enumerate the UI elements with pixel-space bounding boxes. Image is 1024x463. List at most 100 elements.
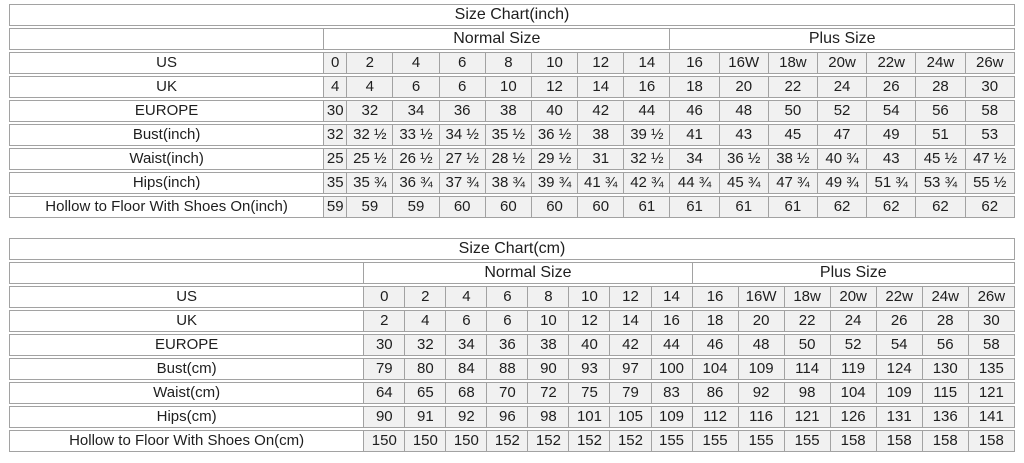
size-value-cell: 59 — [324, 196, 348, 218]
row-label: Hollow to Floor With Shoes On(cm) — [9, 430, 365, 452]
size-value-cell: 121 — [784, 406, 831, 428]
size-value-cell: 75 — [569, 382, 611, 404]
size-value-cell: 4 — [324, 76, 348, 98]
size-value-cell: 12 — [569, 310, 611, 332]
row-label: Hips(cm) — [9, 406, 365, 428]
size-value-cell: 47 ½ — [965, 148, 1015, 170]
size-value-cell: 26 — [876, 310, 923, 332]
size-value-cell: 61 — [624, 196, 671, 218]
size-value-cell: 40 — [569, 334, 611, 356]
size-value-cell: 155 — [692, 430, 739, 452]
size-value-cell: 39 ¾ — [531, 172, 579, 194]
size-value-cell: 22 — [784, 310, 831, 332]
size-value-cell: 14 — [624, 52, 671, 74]
size-value-cell: 20w — [830, 286, 877, 308]
size-value-cell: 46 — [692, 334, 739, 356]
size-value-cell: 116 — [738, 406, 785, 428]
size-value-cell: 28 ½ — [485, 148, 532, 170]
row-label: Waist(cm) — [9, 382, 365, 404]
size-value-cell: 4 — [446, 286, 488, 308]
size-value-cell: 18 — [692, 310, 739, 332]
size-value-cell: 36 ¾ — [393, 172, 440, 194]
size-value-cell: 48 — [738, 334, 785, 356]
size-value-cell: 56 — [922, 334, 969, 356]
size-value-cell: 49 — [867, 124, 917, 146]
size-value-cell: 20 — [738, 310, 785, 332]
size-value-cell: 90 — [528, 358, 570, 380]
size-value-cell: 152 — [528, 430, 570, 452]
size-value-cell: 35 — [324, 172, 348, 194]
size-value-cell: 136 — [922, 406, 969, 428]
size-value-cell: 18 — [670, 76, 720, 98]
size-value-cell: 155 — [784, 430, 831, 452]
size-value-cell: 115 — [922, 382, 969, 404]
size-value-cell: 121 — [968, 382, 1015, 404]
size-value-cell: 43 — [719, 124, 769, 146]
size-value-cell: 37 ¾ — [439, 172, 486, 194]
title-row: Size Chart(inch) — [9, 4, 1015, 26]
size-value-cell: 10 — [528, 310, 570, 332]
row-label: Bust(inch) — [9, 124, 325, 146]
size-value-cell: 54 — [867, 100, 917, 122]
size-value-cell: 54 — [876, 334, 923, 356]
size-value-cell: 42 — [578, 100, 625, 122]
size-value-cell: 49 ¾ — [817, 172, 868, 194]
size-value-cell: 24w — [916, 52, 966, 74]
row-label: Hips(inch) — [9, 172, 325, 194]
size-value-cell: 32 ½ — [624, 148, 671, 170]
size-row: UK 4 4 6 6 10 12 14 16 18 20 22 24 26 28 30 — [9, 76, 1015, 98]
size-value-cell: 25 — [324, 148, 348, 170]
size-value-cell: 30 — [965, 76, 1015, 98]
size-value-cell: 22 — [768, 76, 818, 98]
size-value-cell: 50 — [784, 334, 831, 356]
size-value-cell: 25 ½ — [347, 148, 394, 170]
size-value-cell: 62 — [965, 196, 1015, 218]
size-value-cell: 30 — [324, 100, 348, 122]
size-value-cell: 55 ½ — [965, 172, 1015, 194]
size-value-cell: 48 — [719, 100, 769, 122]
size-value-cell: 16 — [624, 76, 671, 98]
size-value-cell: 16W — [738, 286, 785, 308]
size-value-cell: 93 — [569, 358, 611, 380]
size-value-cell: 52 — [817, 100, 868, 122]
size-value-cell: 61 — [719, 196, 769, 218]
row-label: UK — [9, 76, 325, 98]
size-value-cell: 152 — [569, 430, 611, 452]
size-value-cell: 2 — [405, 286, 447, 308]
size-value-cell: 109 — [876, 382, 923, 404]
size-value-cell: 28 — [922, 310, 969, 332]
size-value-cell: 6 — [439, 52, 486, 74]
size-value-cell: 27 ½ — [439, 148, 486, 170]
row-label: EUROPE — [9, 334, 365, 356]
size-value-cell: 41 ¾ — [578, 172, 625, 194]
size-value-cell: 32 — [405, 334, 447, 356]
size-value-cell: 26 — [867, 76, 917, 98]
size-value-cell: 51 ¾ — [867, 172, 917, 194]
size-value-cell: 16 — [670, 52, 720, 74]
size-value-cell: 36 — [439, 100, 486, 122]
size-value-cell: 58 — [968, 334, 1015, 356]
size-value-cell: 35 ¾ — [347, 172, 394, 194]
size-value-cell: 2 — [364, 310, 406, 332]
size-row: UK 2 4 6 6 10 12 14 16 18 20 22 24 26 28 30 — [9, 310, 1015, 332]
size-value-cell: 60 — [485, 196, 532, 218]
size-value-cell: 2 — [347, 52, 394, 74]
size-value-cell: 8 — [485, 52, 532, 74]
size-value-cell: 61 — [670, 196, 720, 218]
size-value-cell: 26w — [965, 52, 1015, 74]
size-value-cell: 60 — [439, 196, 486, 218]
blank-corner-cell — [9, 28, 325, 50]
size-value-cell: 18w — [784, 286, 831, 308]
size-value-cell: 42 — [610, 334, 652, 356]
size-value-cell: 62 — [916, 196, 966, 218]
plus-size-header: Plus Size — [670, 28, 1015, 50]
size-value-cell: 60 — [578, 196, 625, 218]
size-value-cell: 26 ½ — [393, 148, 440, 170]
size-row: US 0 2 4 6 8 10 12 14 16 16W 18w 20w 22w 24w 26w — [9, 286, 1015, 308]
size-row: EUROPE 30 32 34 36 38 40 42 44 46 48 50 52 54 56 58 — [9, 334, 1015, 356]
size-value-cell: 34 ½ — [439, 124, 486, 146]
size-value-cell: 4 — [405, 310, 447, 332]
size-value-cell: 36 ½ — [531, 124, 579, 146]
size-row: US 0 2 4 6 8 10 12 14 16 16W 18w 20w 22w 24w 26w — [9, 52, 1015, 74]
size-value-cell: 112 — [692, 406, 739, 428]
